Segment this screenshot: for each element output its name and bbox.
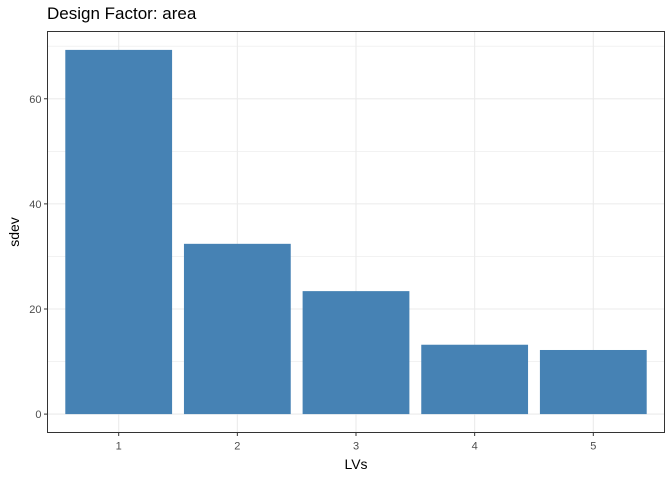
bar — [302, 291, 410, 415]
chart-title: Design Factor: area — [47, 4, 197, 23]
x-tick-label: 1 — [116, 441, 122, 453]
x-tick-label: 3 — [353, 441, 359, 453]
bar — [539, 349, 647, 415]
y-tick-label: 0 — [35, 409, 41, 421]
y-axis-title: sdev — [6, 217, 22, 247]
y-tick-label: 40 — [29, 199, 41, 211]
y-axis: 0 20 40 60 — [29, 94, 48, 421]
x-axis-title: LVs — [344, 456, 367, 472]
x-tick-label: 2 — [234, 441, 240, 453]
bar — [65, 49, 173, 415]
x-axis: 1 2 3 4 5 — [116, 432, 596, 453]
y-tick-label: 20 — [29, 304, 41, 316]
y-tick-label: 60 — [29, 94, 41, 106]
bar-series — [65, 49, 647, 415]
bar — [421, 344, 529, 415]
x-tick-label: 5 — [590, 441, 596, 453]
bar — [183, 243, 291, 415]
x-tick-label: 4 — [472, 441, 478, 453]
